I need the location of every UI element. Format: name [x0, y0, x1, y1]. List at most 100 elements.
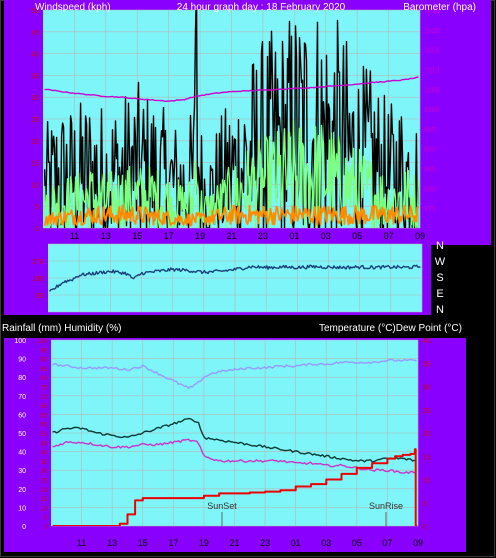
wind-xtick: 15: [132, 231, 142, 241]
humidity-ytick-left: 60: [18, 412, 26, 419]
wind-ytick-right: 975: [424, 206, 436, 213]
humidity-ytick-left: 80: [18, 375, 26, 382]
direction-grid: [48, 243, 423, 313]
wind-series: [43, 10, 420, 228]
rainfall-ytick: 60: [40, 413, 47, 419]
compass-label-w: W: [435, 256, 446, 268]
wind-right-axis: 975 980 985 990 995 1000 1005 1010 1015 1020 1025: [424, 8, 440, 213]
wind-ytick-left: 20: [31, 139, 39, 146]
humidity-panel: Rainfall (mm) Humidity (%) Temperature (…: [2, 323, 466, 552]
rainfall-ytick: 70: [40, 395, 47, 401]
temperature-right-axis: 0 5 10 15 20 25 30 35 40: [423, 338, 431, 531]
series-line-temperature: [52, 417, 417, 463]
wind-xtick: 13: [101, 231, 111, 241]
rainfall-ytick: 15: [40, 497, 47, 503]
temperature-axis-title: Temperature (°C)Dew Point (°C): [319, 323, 462, 334]
direction-panel: 90 180 270 N W S E N: [4, 240, 446, 316]
wind-x-axis: 11 13 15 17 19 21 23 01 03 05 07 09: [70, 231, 425, 241]
humidity-xtick: 09: [413, 538, 423, 548]
wind-xtick: 05: [352, 231, 362, 241]
wind-ytick-right: 1020: [424, 28, 440, 35]
wind-ytick-right: 1000: [424, 107, 440, 114]
wind-ytick-right: 1025: [424, 8, 440, 15]
rainfall-ytick: 95: [40, 348, 47, 354]
temperature-ytick: 20: [423, 431, 431, 438]
series-line-direction: [49, 264, 421, 292]
wind-ytick-left: 50: [31, 8, 39, 15]
rainfall-ytick: 25: [40, 479, 47, 485]
humidity-ytick-left: 40: [18, 450, 26, 457]
wind-ytick-left: 10: [31, 182, 39, 189]
humidity-xtick: 17: [168, 538, 178, 548]
temperature-ytick: 35: [423, 361, 431, 368]
wind-left-axis: 0 5 10 15 20 25 30 35 40 45 50: [31, 8, 39, 233]
humidity-ytick-left: 50: [18, 431, 26, 438]
rainfall-ytick: 45: [40, 441, 47, 447]
compass-label-n-bottom: N: [436, 304, 444, 316]
wind-xtick: 21: [226, 231, 236, 241]
humidity-xtick: 13: [107, 538, 117, 548]
temperature-ytick: 15: [423, 454, 431, 461]
humidity-xtick: 19: [199, 538, 209, 548]
rainfall-ytick: 5: [44, 516, 48, 522]
wind-ytick-right: 980: [424, 186, 436, 193]
temperature-ytick: 25: [423, 408, 431, 415]
humidity-xtick: 03: [321, 538, 331, 548]
humidity-ytick-left: 30: [18, 468, 26, 475]
direction-ytick: 90: [36, 293, 44, 300]
humidity-ytick-left: 100: [14, 338, 26, 345]
wind-ytick-left: 45: [31, 30, 39, 37]
rainfall-ytick: 35: [40, 460, 47, 466]
direction-ytick: 180: [32, 276, 44, 283]
rainfall-ytick: 55: [40, 423, 47, 429]
humidity-xtick: 11: [77, 538, 86, 548]
humidity-axis-title: Rainfall (mm) Humidity (%): [2, 323, 121, 334]
temperature-ytick: 10: [423, 478, 431, 485]
compass-label-e: E: [436, 288, 443, 300]
humidity-ytick-left: 10: [18, 505, 26, 512]
series-line-rainfall: [52, 448, 418, 526]
series-line-dewpoint: [52, 438, 417, 475]
humidity-xtick: 05: [352, 538, 362, 548]
humidity-left-axis: 0 10 20 30 40 50 60 70 80 90 100: [14, 338, 26, 531]
barometer-axis-title: Barometer (hpa): [403, 2, 476, 13]
wind-xtick: 19: [195, 231, 205, 241]
humidity-xtick: 23: [260, 538, 270, 548]
rainfall-ytick: 10: [40, 506, 47, 512]
humidity-xtick: 15: [138, 538, 148, 548]
wind-ytick-left: 35: [31, 73, 39, 80]
series-line-barometer: [44, 76, 419, 102]
temperature-ytick: 40: [423, 338, 431, 345]
rainfall-left-axis: 0 5 10 15 20 25 30 35 40 45 50 55 60 65 70 75 80 85 90 95 10…: [37, 339, 48, 531]
sunset-label: SunSet: [207, 501, 237, 511]
rainfall-ytick: 80: [40, 376, 47, 382]
rainfall-ytick: 90: [40, 358, 47, 364]
wind-ytick-left: 0: [35, 226, 39, 233]
wind-xtick: 07: [384, 231, 394, 241]
series-line-gust: [43, 10, 420, 228]
wind-xtick: 03: [321, 231, 331, 241]
humidity-xtick: 21: [229, 538, 239, 548]
humidity-x-axis: 11 13 15 17 19 21 23 01 03 05 07 09: [77, 538, 423, 548]
wind-ytick-right: 1005: [424, 87, 440, 94]
rainfall-ytick: 40: [40, 451, 47, 457]
humidity-ytick-left: 20: [18, 487, 26, 494]
wind-ytick-left: 15: [31, 161, 39, 168]
direction-axis: 90 180 270: [32, 259, 44, 300]
humidity-ytick-left: 0: [22, 524, 26, 531]
rainfall-ytick: 20: [40, 488, 47, 494]
wind-xtick: 01: [289, 231, 299, 241]
wind-xtick: 23: [258, 231, 268, 241]
wind-ytick-right: 1015: [424, 48, 440, 55]
chart-title: 24 hour graph day : 18 February 2020: [177, 2, 346, 13]
compass-label-s: S: [436, 272, 443, 284]
wind-xtick: 09: [415, 231, 425, 241]
wind-ytick-right: 985: [424, 167, 436, 174]
wind-ytick-left: 30: [31, 95, 39, 102]
rainfall-ytick: 30: [40, 469, 47, 475]
series-line-humidity: [52, 358, 417, 389]
rainfall-ytick: 75: [40, 386, 47, 392]
sun-annotations: SunSet SunRise: [207, 501, 403, 526]
humidity-xtick: 01: [291, 538, 301, 548]
